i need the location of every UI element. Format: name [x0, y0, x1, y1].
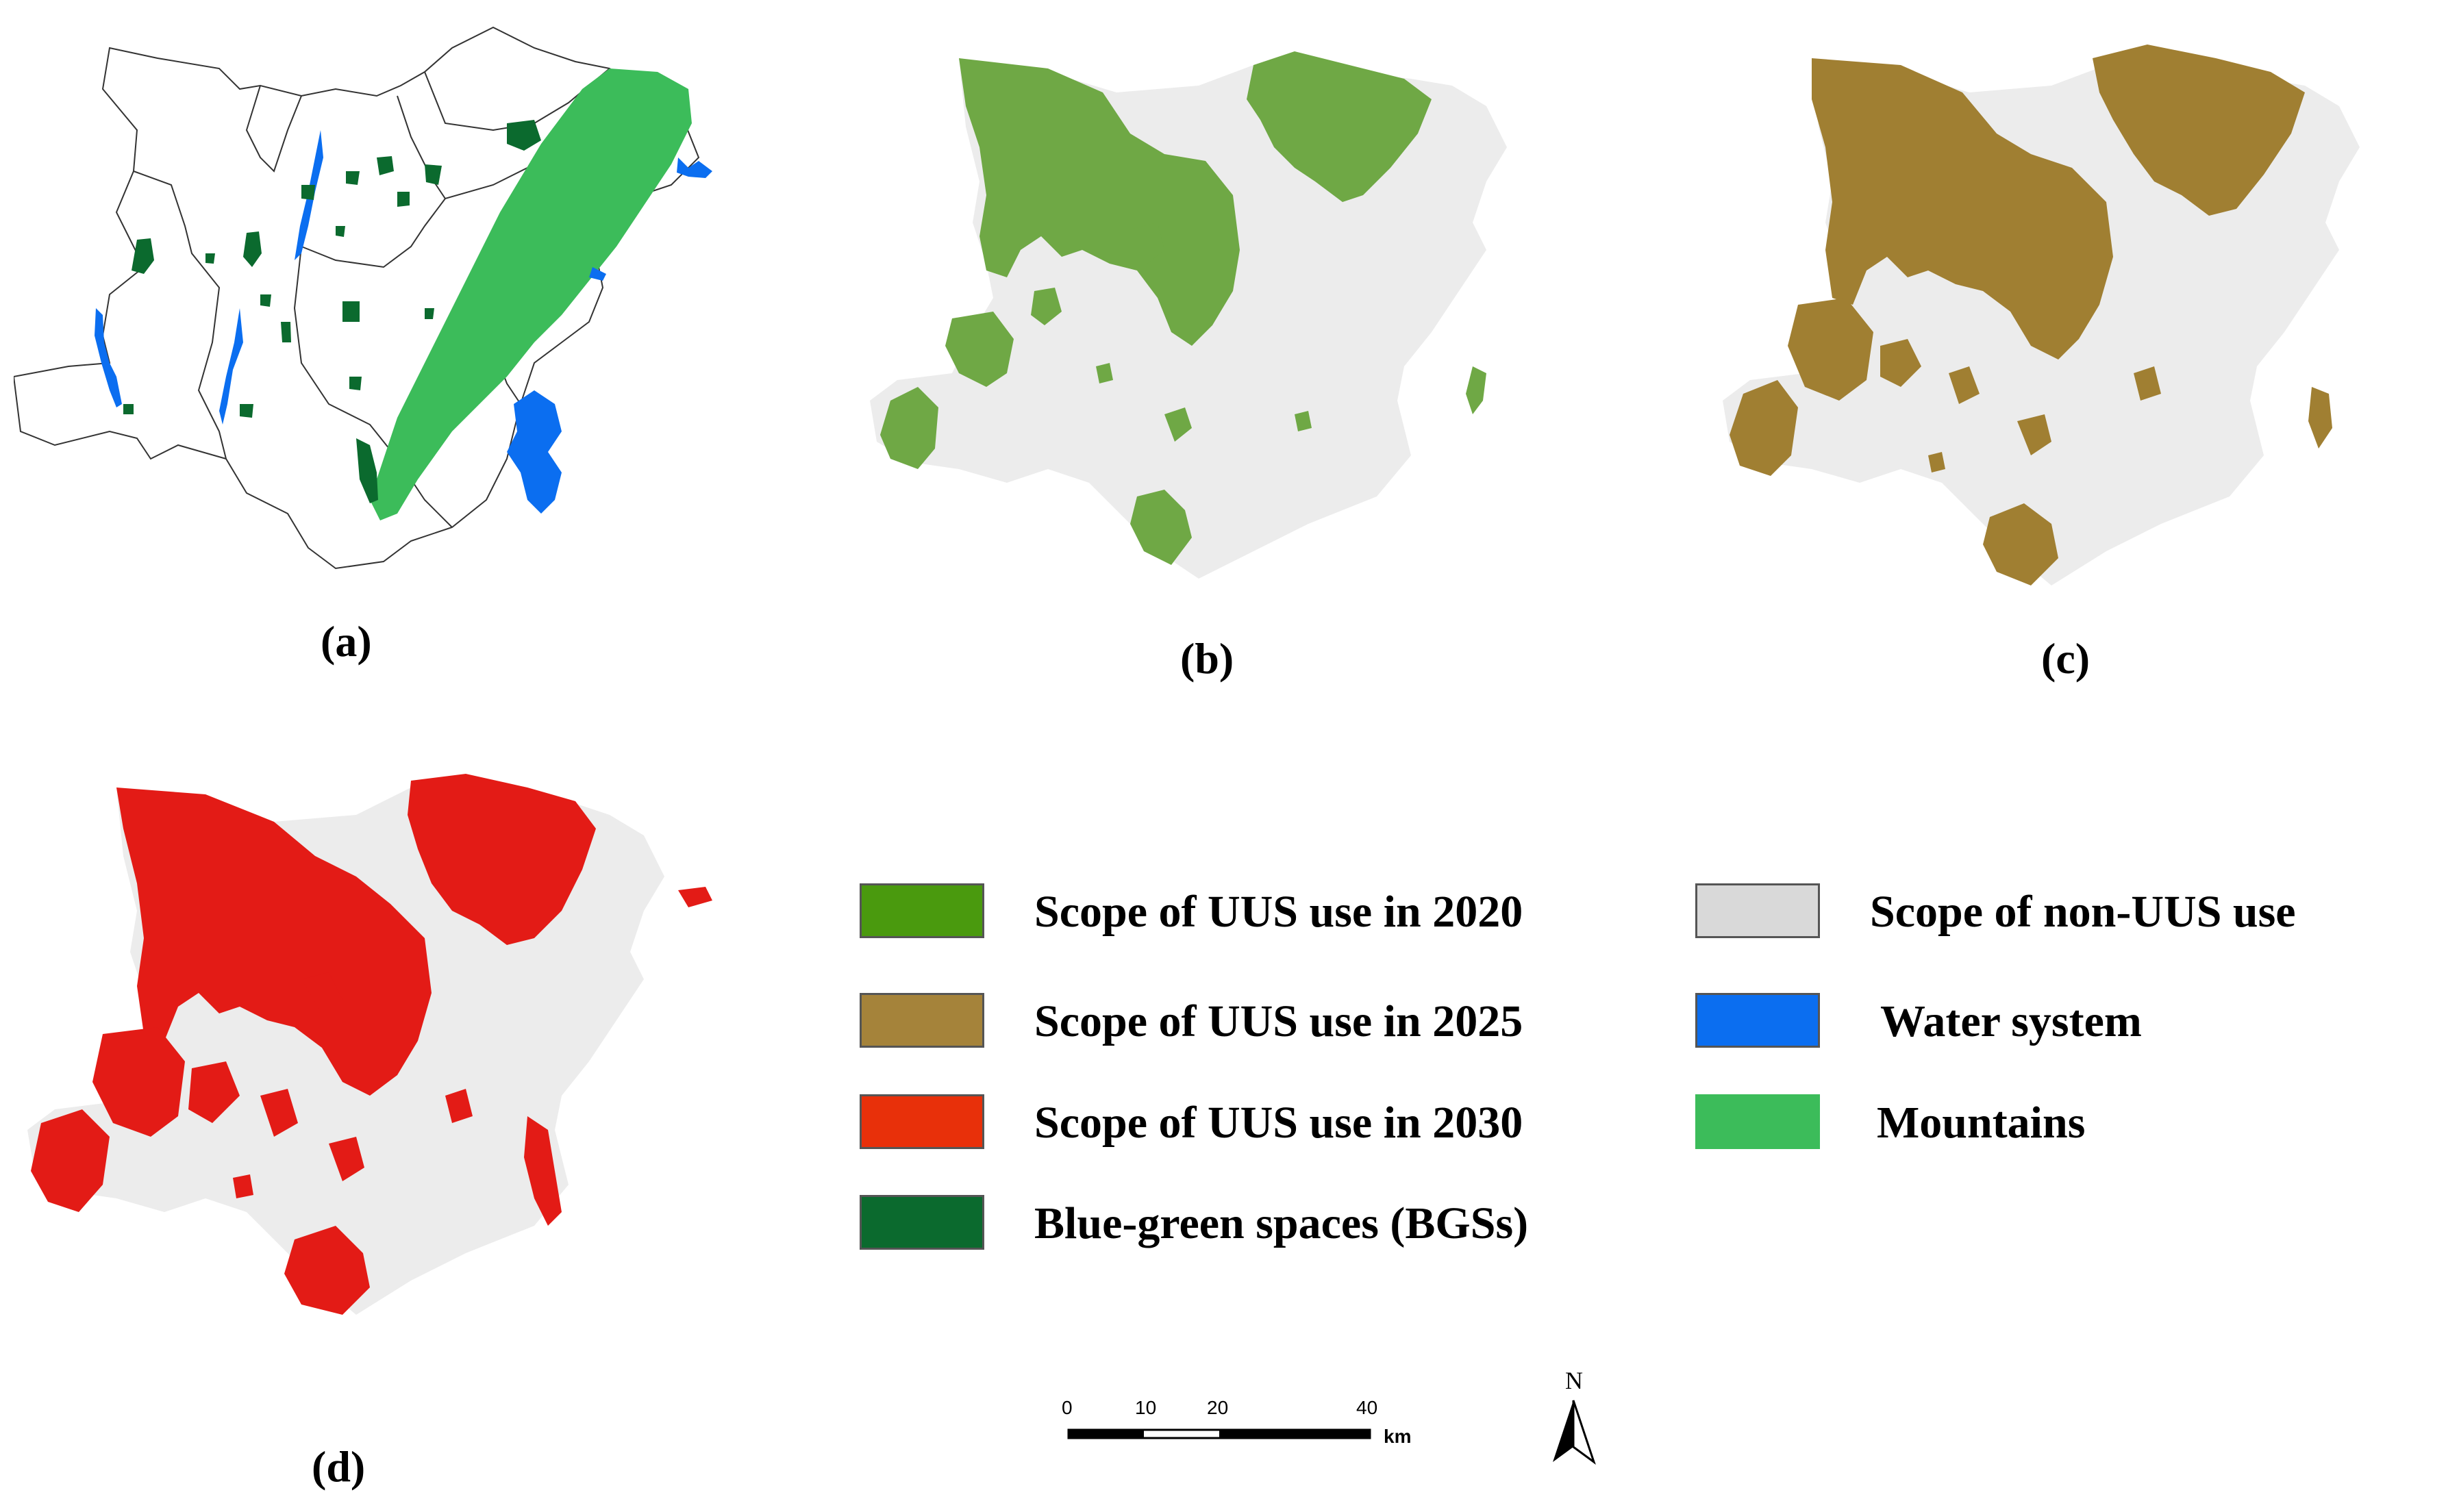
legend-label: Mountains — [1877, 1098, 2086, 1148]
uus-2025-area — [1730, 45, 2332, 585]
map-a — [14, 26, 712, 570]
legend-label: Blue-green spaces (BGSs) — [1034, 1198, 1529, 1248]
uus-2020-area — [880, 51, 1486, 565]
legend-swatch — [860, 1195, 984, 1250]
north-arrow: N — [1545, 1366, 1606, 1469]
panel-label-a: (a) — [321, 617, 372, 666]
mountains-area — [370, 68, 692, 520]
scale-tick: 10 — [1135, 1397, 1157, 1418]
north-label: N — [1565, 1367, 1583, 1394]
map-c — [1723, 45, 2360, 585]
legend-label: Scope of non-UUS use — [1870, 887, 2296, 937]
map-panel-c — [1723, 45, 2449, 613]
legend-swatch — [1695, 1094, 1820, 1149]
scale-bar-graphic — [1067, 1428, 1371, 1439]
legend-swatch — [1695, 993, 1820, 1048]
scale-tick: 40 — [1356, 1397, 1378, 1418]
map-panel-d — [27, 774, 740, 1322]
map-d — [27, 774, 712, 1315]
legend-swatch — [1695, 883, 1820, 938]
scale-tick: 0 — [1062, 1397, 1073, 1418]
scale-unit: km — [1384, 1426, 1412, 1447]
map-panel-b — [870, 45, 1589, 599]
legend-swatch — [860, 883, 984, 938]
legend-label: Scope of UUS use in 2030 — [1034, 1098, 1523, 1148]
blue-green-spaces — [123, 120, 541, 503]
legend-swatch — [860, 1094, 984, 1149]
legend-swatch — [860, 993, 984, 1048]
map-b — [870, 51, 1507, 579]
water-system — [95, 130, 712, 514]
scale-bar: 0 10 20 40 km — [1062, 1397, 1445, 1459]
legend-label: Scope of UUS use in 2020 — [1034, 887, 1523, 937]
panel-label-d: (d) — [312, 1442, 366, 1491]
map-legend: Scope of UUS use in 2020 Scope of UUS us… — [860, 877, 2367, 1274]
map-panel-a — [14, 21, 740, 589]
panel-label-b: (b) — [1180, 634, 1234, 683]
north-arrow-icon — [1553, 1400, 1596, 1465]
legend-label: Water system — [1880, 996, 2142, 1046]
panel-label-c: (c) — [2041, 634, 2090, 683]
uus-2030-area — [31, 774, 712, 1315]
scale-tick: 20 — [1207, 1397, 1229, 1418]
legend-label: Scope of UUS use in 2025 — [1034, 996, 1523, 1046]
